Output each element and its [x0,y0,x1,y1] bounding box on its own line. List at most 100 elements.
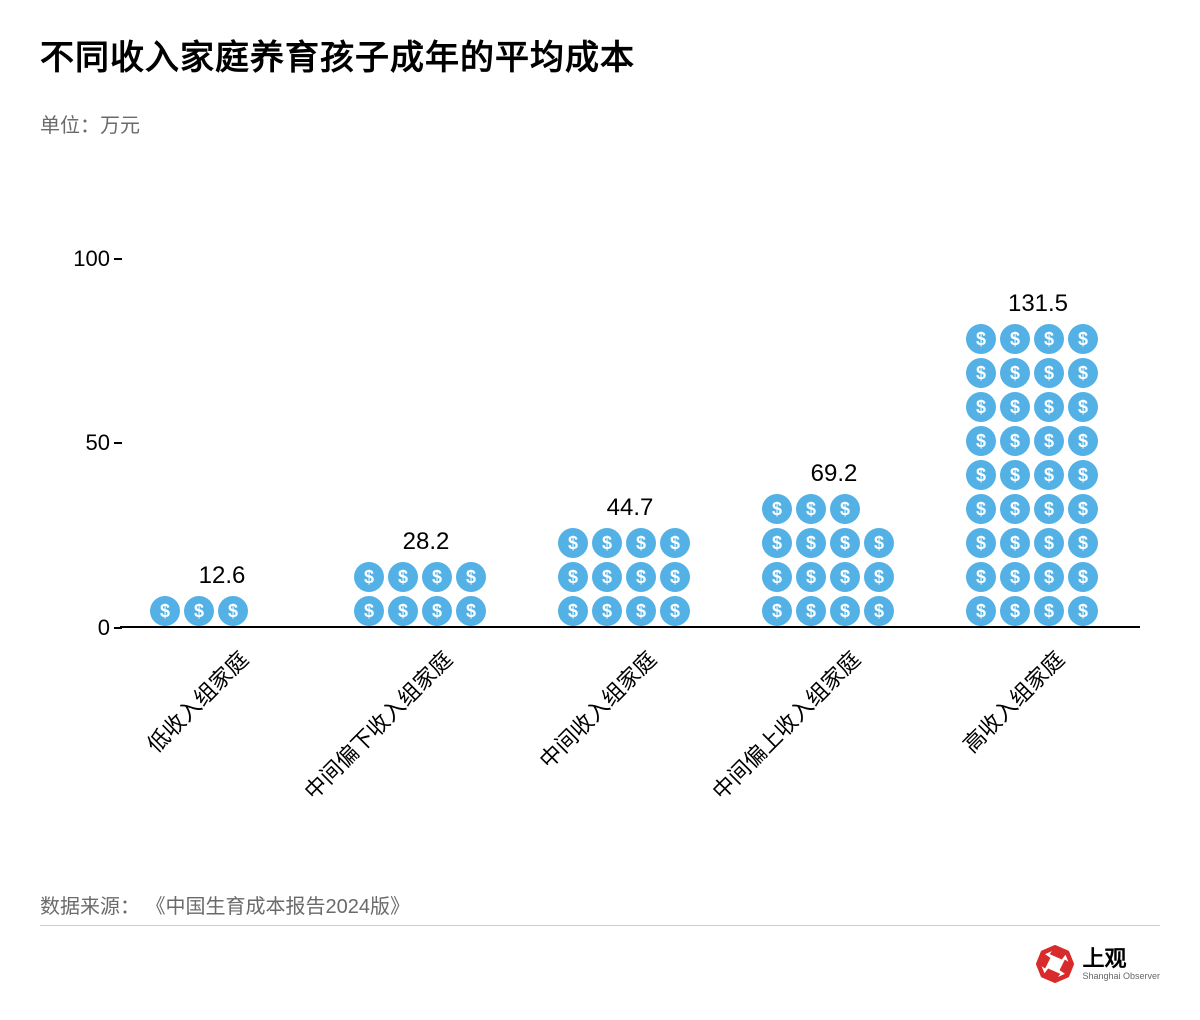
dollar-coin-icon: $ [762,562,792,592]
dollar-coin-icon: $ [830,562,860,592]
dollar-coin-icon: $ [966,562,996,592]
brand-name-en: Shanghai Observer [1082,972,1160,981]
chart-column: 69.2$$$$$$$$$$$$$$$ [744,460,924,626]
value-label: 131.5 [1008,290,1068,318]
dollar-coin-icon: $ [1068,596,1098,626]
x-tick-label: 中间偏下收入组家庭 [296,643,459,806]
dollar-coin-icon: $ [1034,460,1064,490]
dollar-coin-icon: $ [626,596,656,626]
dollar-coin-icon: $ [966,392,996,422]
dollar-coin-icon: $ [354,562,384,592]
icon-stack: $$$$$$$$$$$$$$$ [762,494,906,626]
dollar-coin-icon: $ [864,562,894,592]
dollar-coin-icon: $ [1034,324,1064,354]
dollar-coin-icon: $ [1034,426,1064,456]
unit-label: 单位：万元 [40,109,1160,138]
dollar-coin-icon: $ [1000,426,1030,456]
y-tick-label: 100 [50,246,110,272]
dollar-coin-icon: $ [1000,358,1030,388]
icon-row: $$$$ [762,528,906,558]
icon-row: $$$$ [966,460,1110,490]
dollar-coin-icon: $ [592,596,622,626]
dollar-coin-icon: $ [1000,528,1030,558]
dollar-coin-icon: $ [864,528,894,558]
chart-column: 28.2$$$$$$$$ [336,528,516,626]
dollar-coin-icon: $ [1034,596,1064,626]
icon-row: $$$$ [558,562,702,592]
x-tick-label: 低收入组家庭 [139,643,255,759]
icon-row: $$$$ [966,528,1110,558]
dollar-coin-icon: $ [456,562,486,592]
dollar-coin-icon: $ [1068,324,1098,354]
dollar-coin-icon: $ [1068,392,1098,422]
dollar-coin-icon: $ [1034,358,1064,388]
y-tick-label: 0 [50,615,110,641]
icon-row: $$$$ [966,392,1110,422]
page: 不同收入家庭养育孩子成年的平均成本 单位：万元 050100 12.6$$$28… [0,0,1200,1020]
chart: 050100 12.6$$$28.2$$$$$$$$44.7$$$$$$$$$$… [50,148,1150,668]
icon-stack: $$$ [150,596,294,626]
dollar-coin-icon: $ [830,494,860,524]
source-value: 《中国生育成本报告2024版》 [146,896,411,918]
dollar-coin-icon: $ [966,494,996,524]
plot-area: 12.6$$$28.2$$$$$$$$44.7$$$$$$$$$$$$69.2$… [120,148,1140,628]
dollar-coin-icon: $ [1068,426,1098,456]
dollar-coin-icon: $ [1000,324,1030,354]
dollar-coin-icon: $ [1034,562,1064,592]
dollar-coin-icon: $ [558,596,588,626]
dollar-coin-icon: $ [966,596,996,626]
dollar-coin-icon: $ [388,596,418,626]
icon-row: $$$$ [762,562,906,592]
y-tick-label: 50 [50,430,110,456]
dollar-coin-icon: $ [660,528,690,558]
dollar-coin-icon: $ [422,562,452,592]
icon-row: $$$$ [354,562,498,592]
dollar-coin-icon: $ [830,596,860,626]
dollar-coin-icon: $ [762,528,792,558]
dollar-coin-icon: $ [626,528,656,558]
dollar-coin-icon: $ [388,562,418,592]
dollar-coin-icon: $ [796,596,826,626]
icon-row: $$$$ [966,426,1110,456]
icon-row: $$$$ [354,596,498,626]
icon-row: $$$$ [966,562,1110,592]
brand-text: 上观 Shanghai Observer [1082,948,1160,981]
icon-row: $$$$ [966,324,1110,354]
dollar-coin-icon: $ [1034,392,1064,422]
dollar-coin-icon: $ [1000,494,1030,524]
dollar-coin-icon: $ [1034,494,1064,524]
brand: 上观 Shanghai Observer [1036,945,1160,983]
dollar-coin-icon: $ [1000,596,1030,626]
dollar-coin-icon: $ [592,528,622,558]
dollar-coin-icon: $ [1000,392,1030,422]
dollar-coin-icon: $ [218,596,248,626]
icon-row: $$$$ [762,596,906,626]
dollar-coin-icon: $ [796,494,826,524]
dollar-coin-icon: $ [660,562,690,592]
x-axis-labels: 低收入组家庭中间偏下收入组家庭中间收入组家庭中间偏上收入组家庭高收入组家庭 [120,643,1140,883]
dollar-coin-icon: $ [626,562,656,592]
dollar-coin-icon: $ [456,596,486,626]
value-label: 69.2 [811,460,858,488]
icon-row: $$$$ [966,494,1110,524]
source-line: 数据来源： 《中国生育成本报告2024版》 [40,890,410,919]
dollar-coin-icon: $ [1068,358,1098,388]
icon-row: $$$$ [966,596,1110,626]
icon-row: $$$$ [558,528,702,558]
dollar-coin-icon: $ [966,426,996,456]
footer-divider [40,925,1160,926]
icon-row: $$$$ [558,596,702,626]
icon-row: $$$$ [966,358,1110,388]
dollar-coin-icon: $ [592,562,622,592]
dollar-coin-icon: $ [150,596,180,626]
dollar-coin-icon: $ [184,596,214,626]
dollar-coin-icon: $ [558,528,588,558]
dollar-coin-icon: $ [762,494,792,524]
dollar-coin-icon: $ [1068,494,1098,524]
dollar-coin-icon: $ [966,460,996,490]
brand-logo-icon [1036,945,1074,983]
chart-column: 131.5$$$$$$$$$$$$$$$$$$$$$$$$$$$$$$$$$$$… [948,290,1128,626]
dollar-coin-icon: $ [966,324,996,354]
value-label: 12.6 [199,562,246,590]
dollar-coin-icon: $ [1034,528,1064,558]
